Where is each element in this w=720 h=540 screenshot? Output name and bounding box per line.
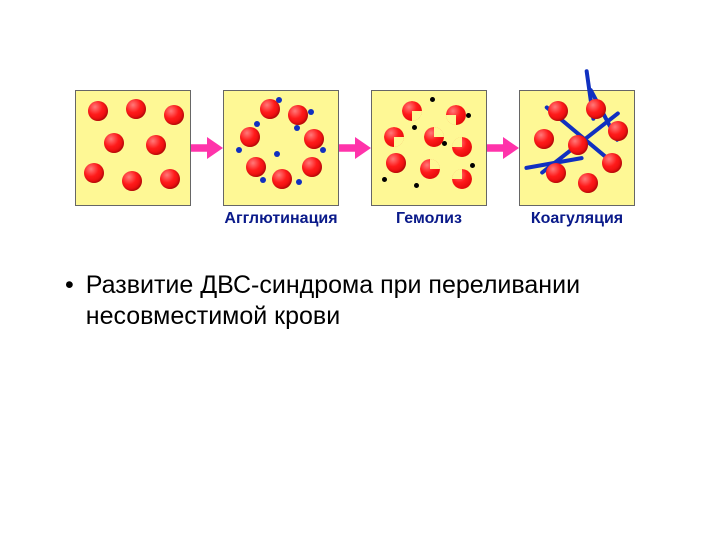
labels-row: Агглютинация Гемолиз Коагуляция	[75, 210, 665, 228]
antibody-dot	[320, 147, 326, 153]
antibody-dot	[296, 179, 302, 185]
debris-dot	[412, 125, 417, 130]
label-hemolysis: Гемолиз	[371, 210, 487, 228]
cell-fragment	[420, 159, 440, 179]
red-blood-cell	[88, 101, 108, 121]
label-coagulation: Коагуляция	[519, 210, 635, 228]
red-blood-cell	[568, 135, 588, 155]
debris-dot	[466, 113, 471, 118]
cell-fragment	[446, 105, 466, 125]
debris-dot	[442, 141, 447, 146]
red-blood-cell	[246, 157, 266, 177]
cell-fragment	[452, 137, 472, 157]
panels-row	[75, 90, 665, 206]
label-agglutination: Агглютинация	[223, 210, 339, 228]
arrow-2	[339, 137, 371, 159]
red-blood-cell	[578, 173, 598, 193]
red-blood-cell	[84, 163, 104, 183]
antibody-dot	[254, 121, 260, 127]
arrow-1	[191, 137, 223, 159]
red-blood-cell	[122, 171, 142, 191]
cell-fragment	[424, 127, 444, 147]
red-blood-cell	[104, 133, 124, 153]
red-blood-cell	[302, 157, 322, 177]
bullet-dot: •	[65, 270, 74, 333]
red-blood-cell	[608, 121, 628, 141]
debris-dot	[414, 183, 419, 188]
antibody-dot	[236, 147, 242, 153]
diagram-area: Агглютинация Гемолиз Коагуляция	[75, 90, 665, 228]
red-blood-cell	[240, 127, 260, 147]
red-blood-cell	[304, 129, 324, 149]
debris-dot	[430, 97, 435, 102]
antibody-dot	[308, 109, 314, 115]
red-blood-cell	[548, 101, 568, 121]
caption: • Развитие ДВС-синдрома при переливании …	[65, 270, 665, 333]
red-blood-cell	[164, 105, 184, 125]
panel-agglutination	[223, 90, 339, 206]
debris-dot	[382, 177, 387, 182]
panel-hemolysis	[371, 90, 487, 206]
red-blood-cell	[160, 169, 180, 189]
debris-dot	[470, 163, 475, 168]
caption-text: Развитие ДВС-синдрома при переливании не…	[86, 270, 665, 333]
red-blood-cell	[586, 99, 606, 119]
panel-coagulation	[519, 90, 635, 206]
red-blood-cell	[146, 135, 166, 155]
red-blood-cell	[602, 153, 622, 173]
red-blood-cell	[534, 129, 554, 149]
antibody-dot	[276, 97, 282, 103]
cell-fragment	[452, 169, 472, 189]
red-blood-cell	[272, 169, 292, 189]
panel-normal	[75, 90, 191, 206]
antibody-dot	[260, 177, 266, 183]
red-blood-cell	[386, 153, 406, 173]
red-blood-cell	[288, 105, 308, 125]
cell-fragment	[402, 101, 422, 121]
antibody-dot	[274, 151, 280, 157]
arrow-3	[487, 137, 519, 159]
antibody-dot	[294, 125, 300, 131]
red-blood-cell	[126, 99, 146, 119]
cell-fragment	[384, 127, 404, 147]
red-blood-cell	[546, 163, 566, 183]
